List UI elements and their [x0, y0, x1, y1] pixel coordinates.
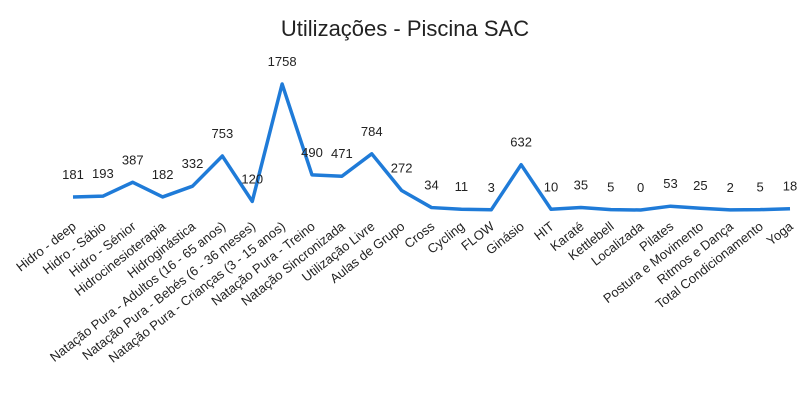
data-label: 182	[152, 167, 174, 182]
data-label: 53	[663, 176, 677, 191]
data-label: 332	[182, 156, 204, 171]
data-label: 272	[391, 161, 413, 176]
data-label: 5	[757, 180, 764, 195]
data-label: 490	[301, 145, 323, 160]
data-label: 10	[544, 179, 558, 194]
data-label: 632	[510, 135, 532, 150]
data-label: 471	[331, 146, 353, 161]
data-label: 784	[361, 124, 383, 139]
x-tick-label: Yoga	[764, 218, 797, 248]
data-label: 18	[783, 179, 797, 194]
data-label: 34	[424, 178, 438, 193]
data-label: 1758	[268, 54, 297, 69]
data-label: 5	[607, 180, 614, 195]
data-label: 181	[62, 167, 84, 182]
data-label: 120	[241, 171, 263, 186]
data-label: 11	[455, 179, 469, 194]
data-label: 25	[693, 178, 707, 193]
data-label: 0	[637, 180, 644, 195]
data-label: 753	[212, 126, 234, 141]
data-label: 35	[574, 177, 588, 192]
line	[72, 82, 791, 212]
data-label: 3	[488, 180, 495, 195]
chart-title: Utilizações - Piscina SAC	[281, 16, 529, 41]
data-label: 387	[122, 152, 144, 167]
data-label: 2	[727, 180, 734, 195]
data-label: 193	[92, 166, 114, 181]
